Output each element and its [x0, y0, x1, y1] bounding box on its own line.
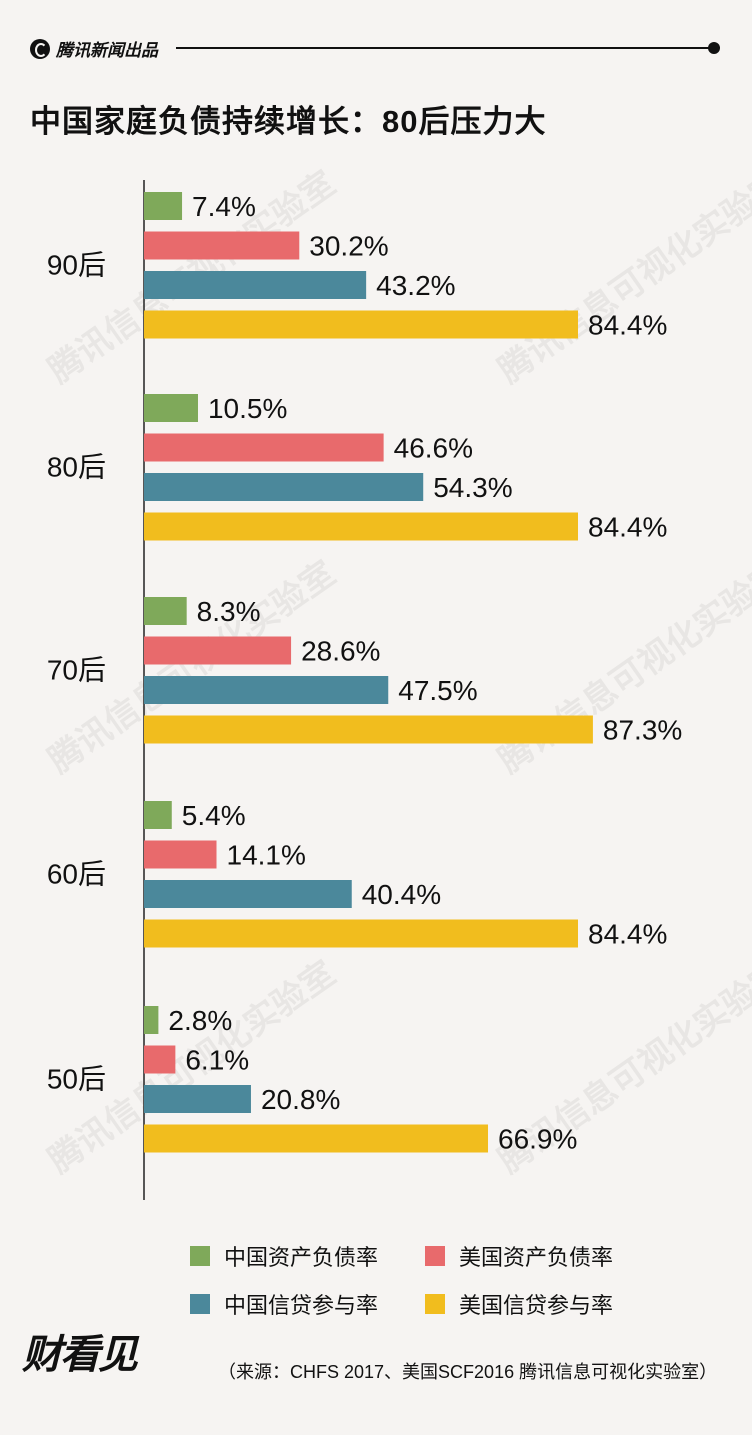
- bar: [144, 676, 389, 704]
- bar: [144, 271, 367, 299]
- data-label: 8.3%: [197, 596, 261, 627]
- legend-label: 中国信贷参与率: [224, 1293, 379, 1318]
- legend: 中国资产负债率 美国资产负债率中国信贷参与率 美国信贷参与率: [190, 1240, 660, 1320]
- header-rule-dot: [708, 42, 720, 54]
- data-label: 87.3%: [603, 715, 682, 746]
- data-label: 84.4%: [588, 310, 667, 341]
- bar: [144, 1124, 489, 1153]
- footer-logo-text: 财看见: [22, 1333, 138, 1377]
- bar: [144, 192, 183, 220]
- category-label: 80后: [47, 451, 106, 482]
- bar: [144, 636, 292, 665]
- header-rule: [176, 47, 716, 49]
- bar: [144, 880, 352, 908]
- data-label: 54.3%: [433, 472, 512, 503]
- source-note: （来源：CHFS 2017、美国SCF2016 腾讯信息可视化实验室）: [218, 1362, 718, 1382]
- data-label: 84.4%: [588, 512, 667, 543]
- legend-label: 美国资产负债率: [459, 1245, 614, 1270]
- data-label: 46.6%: [394, 433, 473, 464]
- bar-chart: 90后 7.4% 30.2% 43.2% 84.4% 80后 10.5% 46.6% 54.3%…: [47, 180, 682, 1200]
- chart-title: 中国家庭负债持续增长：80后压力大: [30, 104, 547, 139]
- data-label: 28.6%: [301, 636, 380, 667]
- data-label: 84.4%: [588, 919, 667, 950]
- bar: [144, 433, 384, 462]
- legend-swatch: [190, 1294, 210, 1314]
- data-label: 40.4%: [362, 879, 441, 910]
- data-label: 43.2%: [376, 270, 455, 301]
- data-label: 5.4%: [182, 800, 246, 831]
- legend-swatch: [425, 1294, 445, 1314]
- caikanjian-logo: 财看见: [22, 1322, 138, 1380]
- data-label: 20.8%: [261, 1084, 340, 1115]
- bar: [144, 597, 187, 625]
- legend-item: 中国资产负债率: [190, 1240, 425, 1272]
- bar: [144, 801, 172, 829]
- bar: [144, 231, 300, 260]
- legend-item: 中国信贷参与率: [190, 1288, 425, 1320]
- data-label: 66.9%: [498, 1124, 577, 1155]
- brand-name: 腾讯新闻出品: [56, 41, 158, 60]
- bar: [144, 473, 424, 501]
- legend-item: 美国资产负债率: [425, 1240, 660, 1272]
- bar: [144, 1085, 251, 1113]
- data-label: 30.2%: [309, 231, 388, 262]
- data-label: 47.5%: [398, 675, 477, 706]
- bar: [144, 310, 578, 339]
- data-label: 6.1%: [185, 1045, 249, 1076]
- bar: [144, 840, 217, 869]
- bar: [144, 512, 578, 541]
- legend-item: 美国信贷参与率: [425, 1288, 660, 1320]
- legend-label: 美国信贷参与率: [459, 1293, 614, 1318]
- bar: [144, 1006, 159, 1034]
- bar: [144, 715, 593, 744]
- data-label: 7.4%: [192, 191, 256, 222]
- tencent-news-logo-icon: [30, 38, 50, 59]
- data-label: 2.8%: [168, 1005, 232, 1036]
- category-label: 70后: [47, 654, 106, 685]
- legend-label: 中国资产负债率: [224, 1245, 379, 1270]
- bar: [144, 919, 578, 948]
- data-label: 10.5%: [208, 393, 287, 424]
- data-label: 14.1%: [227, 840, 306, 871]
- legend-swatch: [190, 1246, 210, 1266]
- brand: 腾讯新闻出品: [30, 36, 158, 61]
- legend-swatch: [425, 1246, 445, 1266]
- category-label: 50后: [47, 1063, 106, 1094]
- bar: [144, 394, 198, 422]
- category-label: 90后: [47, 249, 106, 280]
- category-label: 60后: [47, 858, 106, 889]
- bar: [144, 1045, 176, 1074]
